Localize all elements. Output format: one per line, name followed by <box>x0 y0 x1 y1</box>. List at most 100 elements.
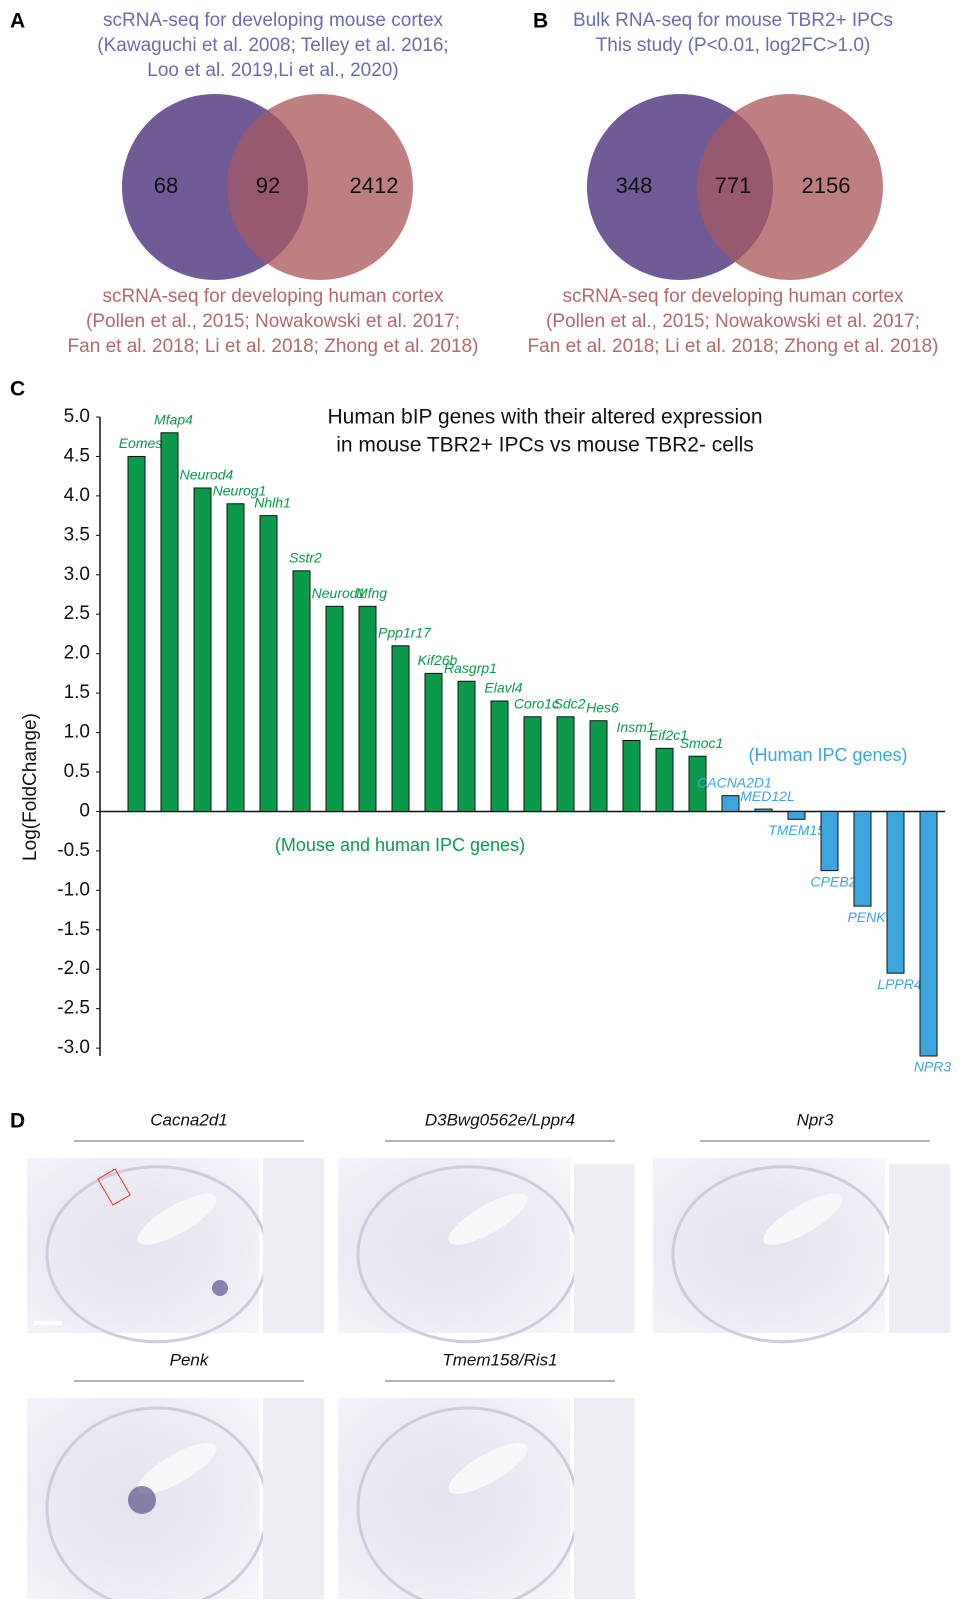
y-tick-label: -3.0 <box>57 1037 90 1058</box>
bar-category-label: Sstr2 <box>289 550 322 566</box>
chart-title: Human bIP genes with their altered expre… <box>327 406 762 429</box>
legend-label: (Mouse and human IPC genes) <box>275 835 525 855</box>
bar <box>358 605 377 812</box>
venn-count: 2156 <box>802 173 851 198</box>
ventricle <box>137 1193 217 1245</box>
venn-count: 68 <box>154 173 178 198</box>
bar-category-label: PENK <box>847 909 886 925</box>
venn-set-name: Bulk RNA-seq for mouse TBR2+ IPCs <box>573 10 893 31</box>
image-label: D3Bwg0562e/Lppr4 <box>425 1110 575 1129</box>
bar <box>259 515 278 812</box>
inset-image <box>263 1398 324 1599</box>
ventricle <box>763 1193 843 1245</box>
bar-category-label: Mfap4 <box>154 411 193 427</box>
venn-count: 771 <box>715 173 752 198</box>
bar <box>457 680 476 812</box>
bar <box>325 605 344 812</box>
bar-category-label: Neurog1 <box>213 482 267 498</box>
bar-category-label: LPPR4 <box>877 976 922 992</box>
bar <box>820 810 839 872</box>
bar <box>853 810 872 907</box>
bar <box>292 570 311 812</box>
bar <box>226 503 245 812</box>
y-tick-label: 0.5 <box>64 761 90 782</box>
venn-set <box>227 94 413 280</box>
bar-category-label: Insm1 <box>616 719 654 735</box>
bar-category-label: TMEM158 <box>768 822 833 838</box>
panel-label: B <box>533 10 548 33</box>
y-tick-label: 1.0 <box>64 722 90 743</box>
chart-title: in mouse TBR2+ IPCs vs mouse TBR2- cells <box>336 434 754 457</box>
bar <box>721 795 740 812</box>
venn-overlap <box>587 94 773 280</box>
y-tick-label: 3.5 <box>64 524 90 545</box>
inset-image <box>574 1398 635 1599</box>
bar-category-label: CPEB2 <box>811 873 857 889</box>
inset-image <box>263 1158 324 1333</box>
image-label: Penk <box>170 1350 210 1369</box>
venn-count: 92 <box>256 173 280 198</box>
venn-set-name: Fan et al. 2018; Li et al. 2018; Zhong e… <box>528 336 939 357</box>
y-tick-label: -2.0 <box>57 958 90 979</box>
bar <box>160 432 179 812</box>
bar <box>523 716 542 812</box>
bar <box>688 755 707 812</box>
bar <box>886 810 905 974</box>
bar-category-label: Eif2c1 <box>649 727 688 743</box>
venn-set-name: Loo et al. 2019,Li et al., 2020) <box>147 60 398 81</box>
venn-set-name: (Kawaguchi et al. 2008; Telley et al. 20… <box>97 35 448 56</box>
bar <box>787 810 806 820</box>
scale-bar <box>34 1321 62 1325</box>
bar <box>919 810 938 1057</box>
venn-count: 2412 <box>350 173 399 198</box>
y-tick-label: -2.5 <box>57 998 90 1019</box>
bar <box>424 672 443 812</box>
y-tick-label: 1.5 <box>64 682 90 703</box>
venn-set-name: scRNA-seq for developing human cortex <box>562 286 904 307</box>
bar-category-label: Ppp1r17 <box>378 624 432 640</box>
signal <box>128 1486 156 1514</box>
y-tick-label: -1.0 <box>57 879 90 900</box>
venn-overlap <box>122 94 308 280</box>
bar-category-label: MED12L <box>740 788 794 804</box>
y-axis-label: Log(FoldChange) <box>20 713 41 861</box>
venn-set-name: (Pollen et al., 2015; Nowakowski et al. … <box>546 311 920 332</box>
bar <box>622 739 641 812</box>
bar <box>655 747 674 812</box>
panel-label: D <box>10 1110 25 1133</box>
y-tick-label: 4.5 <box>64 445 90 466</box>
bar <box>391 645 410 812</box>
bar-category-label: Rasgrp1 <box>444 660 497 676</box>
venn-set-name: (Pollen et al., 2015; Nowakowski et al. … <box>86 311 460 332</box>
bar-category-label: NPR3 <box>914 1059 952 1075</box>
bar-category-label: Eomes <box>119 435 163 451</box>
panel-label: A <box>10 10 25 33</box>
venn-set <box>697 94 883 280</box>
bar-category-label: Kif26b <box>418 652 458 668</box>
bar-category-label: Sdc2 <box>554 695 586 711</box>
y-tick-label: 0 <box>79 800 90 821</box>
bar <box>754 808 773 812</box>
bar <box>589 720 608 812</box>
venn-set-name: Fan et al. 2018; Li et al. 2018; Zhong e… <box>68 336 479 357</box>
bar <box>556 716 575 812</box>
venn-count: 348 <box>616 173 653 198</box>
legend-label: (Human IPC genes) <box>748 745 907 765</box>
y-tick-label: 4.0 <box>64 485 90 506</box>
bar-category-label: Nhlh1 <box>254 494 291 510</box>
bar <box>490 700 509 812</box>
venn-set-name: scRNA-seq for developing mouse cortex <box>103 10 444 31</box>
y-tick-label: -1.5 <box>57 919 90 940</box>
ventricle <box>448 1442 528 1494</box>
bar-category-label: Coro1c <box>514 695 559 711</box>
bar <box>193 487 212 812</box>
venn-set-name: scRNA-seq for developing human cortex <box>102 286 444 307</box>
region-box <box>97 1168 131 1206</box>
bar-category-label: CACNA2D1 <box>697 774 772 790</box>
inset-image <box>574 1164 635 1333</box>
panel-label: C <box>10 378 25 401</box>
signal <box>212 1280 228 1296</box>
image-label: Cacna2d1 <box>150 1110 228 1129</box>
bar-category-label: Mfng <box>356 585 387 601</box>
